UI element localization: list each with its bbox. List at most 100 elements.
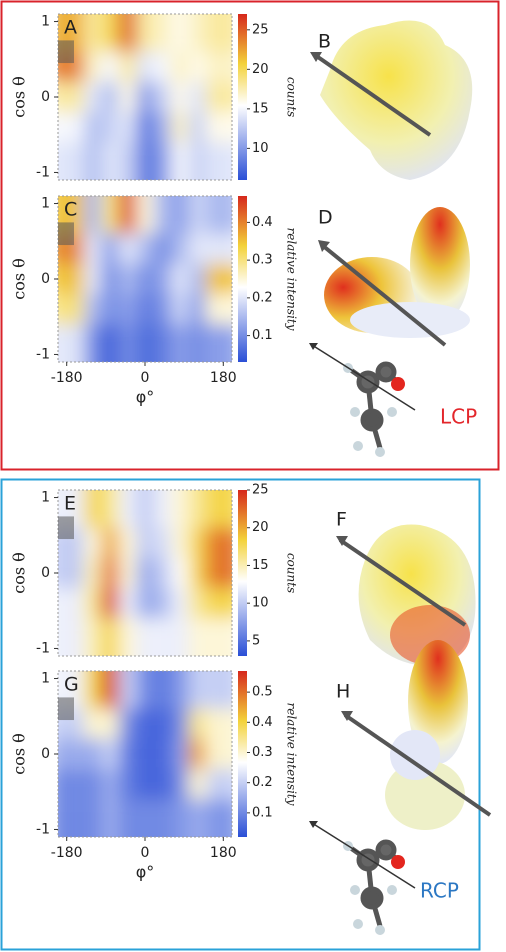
- colorbar: [238, 671, 247, 837]
- cell: [188, 618, 206, 656]
- cell: [84, 263, 102, 295]
- heatmap: [58, 14, 232, 180]
- cell: [58, 112, 85, 143]
- cell: [171, 490, 189, 528]
- cell: [84, 527, 102, 558]
- colorbar-label: counts: [285, 77, 299, 117]
- cell: [171, 769, 189, 800]
- colorbar-tick-label: 0.1: [252, 328, 273, 343]
- cell: [136, 196, 154, 234]
- cell: [136, 527, 154, 558]
- cell: [101, 51, 119, 82]
- cell: [205, 799, 232, 837]
- cell: [136, 263, 154, 295]
- colorbar-tick-label: 0.5: [252, 685, 273, 700]
- colorbar: [238, 490, 247, 656]
- y-tick-label: -1: [36, 164, 50, 180]
- y-tick-label: 1: [41, 14, 50, 30]
- cell: [101, 294, 119, 325]
- colorbar-tick-label: 20: [252, 520, 269, 535]
- panel-label: A: [64, 17, 77, 39]
- cell: [188, 263, 206, 295]
- cell: [118, 51, 137, 82]
- cell: [171, 142, 189, 180]
- cell: [205, 294, 232, 325]
- cell: [58, 324, 85, 362]
- colorbar-label: relative intensity: [285, 227, 299, 330]
- colorbar-tick-label: 25: [252, 483, 269, 498]
- cell: [136, 294, 154, 325]
- cell: [136, 324, 154, 362]
- cell: [153, 263, 172, 295]
- cell: [118, 738, 137, 770]
- y-tick-label: -1: [36, 821, 50, 837]
- heatmap: [58, 490, 232, 656]
- cell: [153, 708, 172, 739]
- y-tick-label: -1: [36, 640, 50, 656]
- cell: [171, 263, 189, 295]
- cell: [84, 233, 102, 264]
- colorbar: [238, 14, 247, 180]
- cell: [136, 112, 154, 143]
- colorbar-tick-label: 0.4: [252, 715, 273, 730]
- cell: [188, 142, 206, 180]
- colorbar-tick-label: 10: [252, 141, 269, 156]
- cell: [153, 142, 172, 180]
- cell: [205, 490, 232, 528]
- panel-label: E: [64, 493, 76, 515]
- cell: [153, 618, 172, 656]
- shade: [58, 40, 74, 64]
- colorbar-tick-label: 0.2: [252, 775, 273, 790]
- cell: [136, 671, 154, 709]
- cells: [58, 14, 232, 180]
- cell: [118, 263, 137, 295]
- cell: [84, 142, 102, 180]
- cell: [153, 738, 172, 770]
- cell: [153, 588, 172, 619]
- cell: [205, 527, 232, 558]
- colorbar-label: relative intensity: [285, 702, 299, 805]
- cell: [171, 557, 189, 589]
- cell: [205, 671, 232, 709]
- rcp-frame: [0, 478, 481, 951]
- cells: [58, 671, 232, 837]
- cell: [171, 671, 189, 709]
- cell: [118, 799, 137, 837]
- cell: [101, 14, 119, 52]
- y-axis-label: cos θ: [10, 552, 29, 594]
- cell: [58, 618, 85, 656]
- cell: [136, 588, 154, 619]
- y-axis-label: cos θ: [10, 76, 29, 118]
- panel-label: D: [318, 207, 333, 229]
- cell: [118, 618, 137, 656]
- cells: [58, 490, 232, 656]
- cell: [153, 769, 172, 800]
- cell: [205, 618, 232, 656]
- y-tick-label: 1: [41, 490, 50, 506]
- panel-label: F: [336, 509, 347, 531]
- cell: [153, 51, 172, 82]
- cell: [188, 769, 206, 800]
- cell: [58, 294, 85, 325]
- cell: [118, 294, 137, 325]
- shape-h: [341, 640, 492, 830]
- cell: [171, 112, 189, 143]
- cell: [136, 81, 154, 113]
- cell: [188, 294, 206, 325]
- cell: [188, 112, 206, 143]
- y-axis-label: cos θ: [10, 258, 29, 300]
- cell: [171, 799, 189, 837]
- cell: [171, 81, 189, 113]
- cell: [101, 769, 119, 800]
- cell: [171, 294, 189, 325]
- y-tick-label: 0: [41, 746, 50, 762]
- cell: [58, 81, 85, 113]
- cell: [118, 588, 137, 619]
- shape-b: [310, 20, 473, 180]
- shade: [58, 222, 74, 246]
- shade: [58, 516, 74, 540]
- cell: [171, 196, 189, 234]
- cell: [136, 51, 154, 82]
- cell: [136, 769, 154, 800]
